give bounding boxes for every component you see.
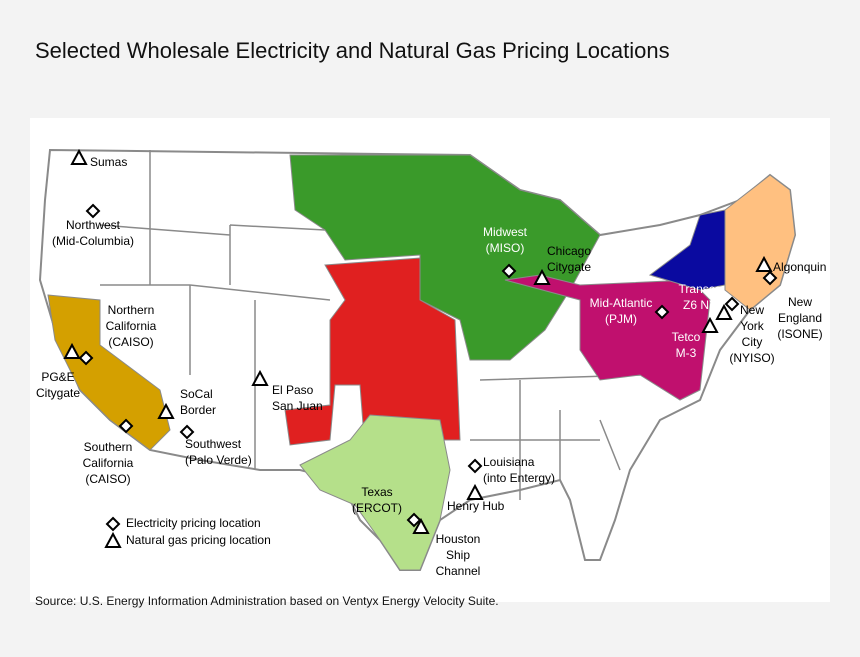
triangle-marker — [70, 148, 88, 165]
location-label: Mid-Atlantic — [590, 296, 653, 310]
location-label: Border — [180, 403, 216, 417]
location-label: Henry Hub — [447, 499, 505, 513]
legend-label: Natural gas pricing location — [126, 533, 271, 547]
location-label: Chicago — [547, 244, 591, 258]
location-label: SoCal — [180, 387, 213, 401]
triangle-marker — [104, 531, 122, 548]
diamond-marker — [118, 418, 134, 434]
source-note: Source: U.S. Energy Information Administ… — [35, 594, 499, 608]
diamond-marker — [762, 270, 778, 286]
location-label: (NYISO) — [729, 351, 774, 365]
location-label: Citygate — [36, 386, 80, 400]
location-label: California — [106, 319, 157, 333]
location-label: Z6 NY — [683, 298, 717, 312]
location-label: El Paso — [272, 383, 314, 397]
diamond-marker — [85, 203, 101, 219]
location-label: Transco — [679, 282, 722, 296]
location-label: San Juan — [272, 399, 323, 413]
location-label: New — [788, 295, 812, 309]
triangle-marker — [755, 255, 773, 272]
diamond-marker — [501, 263, 517, 279]
location-label: (CAISO) — [108, 335, 153, 349]
location-label: Ship — [446, 548, 470, 562]
location-label: Louisiana — [483, 455, 535, 469]
location-label: M-3 — [676, 346, 697, 360]
pjm-region — [504, 274, 711, 401]
location-label: (Mid-Columbia) — [52, 234, 134, 248]
title: Selected Wholesale Electricity and Natur… — [35, 38, 670, 63]
ercot-region — [299, 414, 451, 571]
triangle-marker — [533, 268, 551, 285]
location-label: Southern — [84, 440, 133, 454]
triangle-marker — [715, 303, 733, 320]
legend-label: Electricity pricing location — [126, 516, 261, 530]
location-label: Houston — [436, 532, 481, 546]
location-label: New — [740, 303, 764, 317]
triangle-marker — [251, 369, 269, 386]
triangle-marker — [701, 316, 719, 333]
diamond-marker — [467, 458, 483, 474]
triangle-marker — [63, 342, 81, 359]
location-label: (PJM) — [605, 312, 637, 326]
location-label: Citygate — [547, 260, 591, 274]
spp-region — [284, 257, 461, 451]
location-label: England — [778, 311, 822, 325]
location-label: Southwest — [185, 437, 242, 451]
location-label: York — [740, 319, 765, 333]
location-label: (ISONE) — [777, 327, 822, 341]
diamond-marker — [654, 304, 670, 320]
location-label: PG&E — [41, 370, 74, 384]
location-label: City — [742, 335, 763, 349]
location-label: Algonquin — [773, 260, 826, 274]
triangle-marker — [466, 483, 484, 500]
location-label: Northwest — [66, 218, 121, 232]
isone-region — [724, 174, 796, 311]
triangle-marker — [157, 402, 175, 419]
location-label: (into Entergy) — [483, 471, 555, 485]
diamond-marker — [105, 516, 121, 532]
market-regions — [47, 154, 796, 571]
diamond-marker — [179, 424, 195, 440]
diamond-marker — [406, 512, 422, 528]
location-label: (Palo Verde) — [185, 453, 252, 467]
location-label: Sumas — [90, 155, 127, 169]
location-label: California — [83, 456, 134, 470]
diamond-marker — [724, 296, 740, 312]
location-label: Tetco — [672, 330, 701, 344]
location-label: (MISO) — [486, 241, 525, 255]
miso-region — [289, 154, 601, 361]
location-label: Channel — [436, 564, 481, 578]
location-label: (ERCOT) — [352, 501, 402, 515]
diamond-marker — [78, 350, 94, 366]
caiso-region — [47, 294, 171, 451]
location-label: (CAISO) — [85, 472, 130, 486]
location-label: Northern — [108, 303, 155, 317]
location-label: Texas — [361, 485, 392, 499]
triangle-marker — [412, 517, 430, 534]
location-label: Midwest — [483, 225, 528, 239]
